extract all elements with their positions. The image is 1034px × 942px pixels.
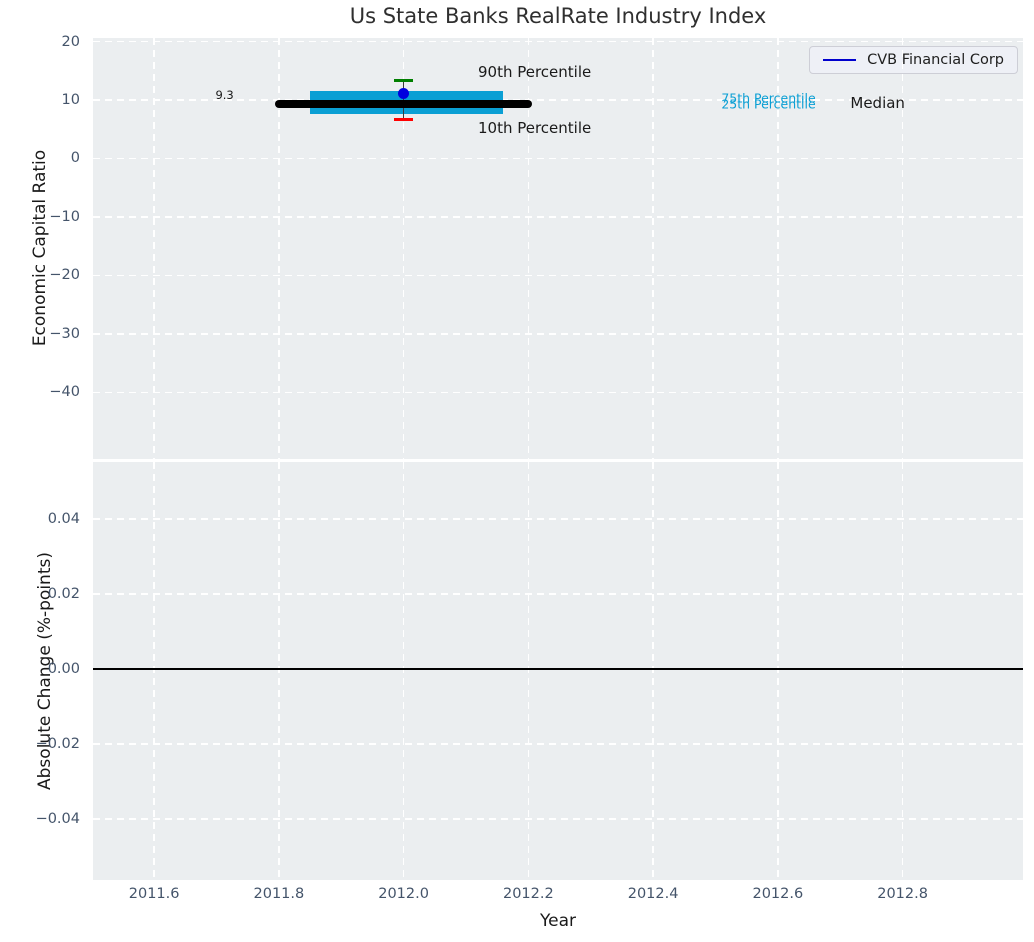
gridline-horizontal — [93, 391, 1023, 394]
y-tick-label: 0.04 — [47, 510, 80, 527]
chart-title: Us State Banks RealRate Industry Index — [349, 4, 767, 28]
gridline-horizontal — [93, 518, 1023, 520]
y-tick-label: −40 — [49, 384, 80, 401]
gridline-vertical — [153, 462, 155, 880]
bottom-plot-area — [93, 462, 1023, 880]
legend-label: CVB Financial Corp — [867, 52, 1004, 68]
y-tick-label: 0 — [70, 150, 80, 167]
y-tick-label: 20 — [61, 33, 80, 50]
gridline-vertical — [777, 38, 779, 459]
y-tick-label: −20 — [49, 267, 80, 284]
x-tick-label: 2012.2 — [502, 886, 554, 902]
legend-line-sample — [823, 58, 857, 62]
gridline-vertical — [402, 38, 405, 459]
gridline-horizontal — [93, 216, 1023, 218]
p90-cap — [394, 79, 414, 83]
legend: CVB Financial Corp — [809, 46, 1018, 74]
gridline-vertical — [278, 38, 280, 459]
y-tick-label: 10 — [61, 91, 80, 108]
gridline-vertical — [652, 462, 654, 880]
gridline-horizontal — [93, 593, 1023, 595]
gridline-horizontal — [93, 40, 1023, 43]
y-tick-label: 0.00 — [47, 660, 80, 677]
gridline-vertical — [527, 38, 530, 459]
top-plot-area: CVB Financial Corp 90th Percentile 10th P… — [93, 38, 1023, 459]
gridline-horizontal — [93, 333, 1023, 335]
y-tick-label: −0.04 — [35, 810, 80, 827]
company-data-point — [398, 88, 410, 100]
x-tick-label: 2011.8 — [253, 886, 305, 902]
gridline-vertical — [153, 38, 155, 459]
y-tick-label: −10 — [49, 208, 80, 225]
gridline-vertical — [777, 462, 779, 880]
gridline-horizontal — [93, 157, 1023, 160]
y-tick-label: 0.02 — [47, 585, 80, 602]
gridline-vertical — [402, 462, 405, 880]
annotation: 10th Percentile — [477, 119, 592, 138]
x-axis-label: Year — [540, 911, 576, 931]
annotation: 75th Percentile — [721, 90, 816, 106]
p10-cap — [394, 117, 414, 121]
annotation: Median — [850, 94, 905, 113]
gridline-horizontal — [93, 743, 1023, 745]
gridline-vertical — [652, 38, 654, 459]
gridline-horizontal — [93, 818, 1023, 820]
median-line — [274, 99, 533, 109]
annotation: 9.3 — [215, 87, 234, 102]
x-tick-label: 2012.8 — [877, 886, 928, 902]
gridline-vertical — [278, 462, 280, 880]
gridline-horizontal — [93, 99, 1023, 101]
x-tick-label: 2011.6 — [128, 886, 180, 902]
gridline-vertical — [901, 462, 904, 880]
annotation: 25th Percentile — [721, 96, 816, 112]
zero-line — [93, 668, 1023, 670]
x-tick-label: 2012.4 — [627, 886, 679, 902]
annotation: 90th Percentile — [477, 62, 592, 81]
x-tick-label: 2012.0 — [378, 886, 429, 902]
gridline-horizontal — [93, 274, 1023, 277]
y-tick-label: −30 — [49, 325, 80, 342]
gridline-vertical — [901, 38, 904, 459]
y-tick-label: −0.02 — [35, 735, 80, 752]
x-tick-label: 2012.6 — [752, 886, 804, 902]
gridline-vertical — [527, 462, 530, 880]
y-axis-label-top: Economic Capital Ratio — [30, 149, 50, 347]
